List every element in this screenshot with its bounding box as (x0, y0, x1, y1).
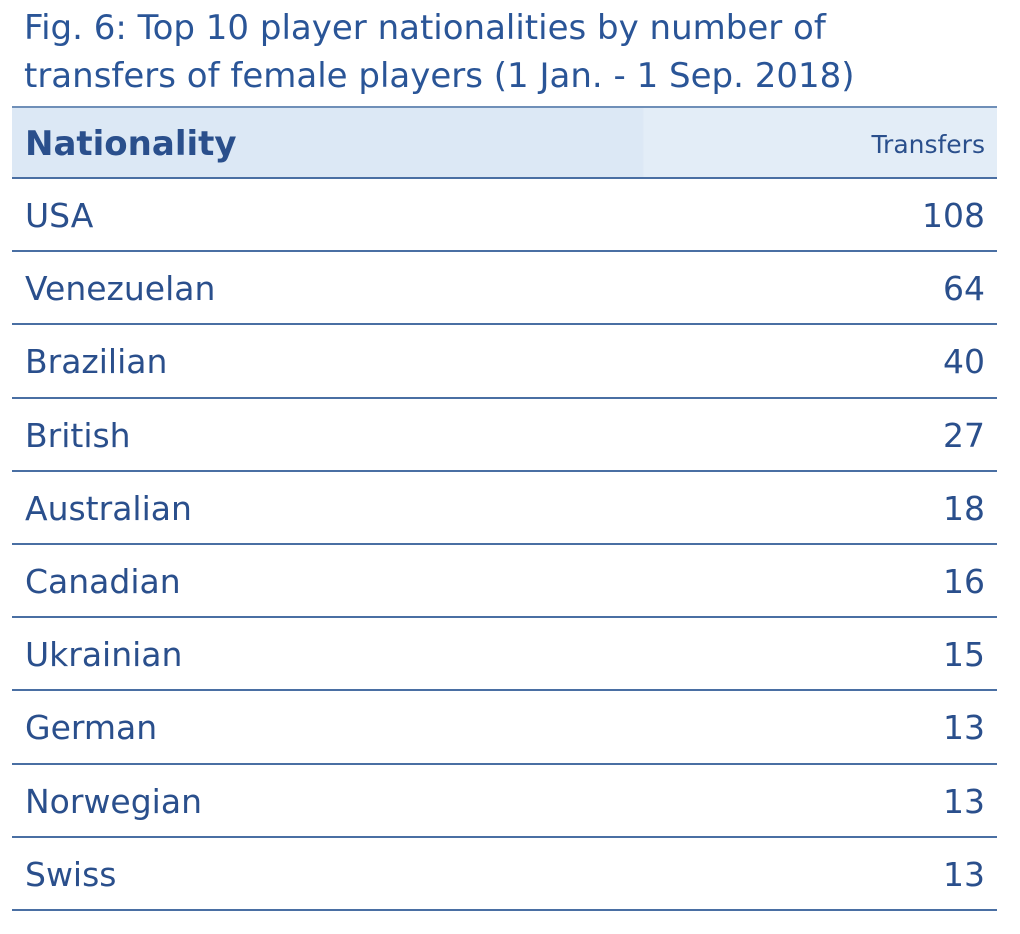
nationality-cell: Ukrainian (25, 635, 183, 675)
transfers-cell: 27 (943, 415, 985, 455)
transfers-cell: 40 (943, 342, 985, 382)
transfers-cell: 64 (943, 269, 985, 309)
table-row: Brazilian 40 (12, 325, 997, 399)
figure-title-line-2: transfers of female players (1 Jan. - 1 … (24, 56, 855, 96)
figure-title-line-1: Fig. 6: Top 10 player nationalities by n… (24, 8, 826, 48)
column-header-nationality: Nationality (25, 124, 237, 164)
nationality-cell: Venezuelan (25, 269, 216, 309)
table-body: USA 108 Venezuelan 64 Brazilian 40 British 27 Au… (12, 179, 997, 911)
table-row: British 27 (12, 399, 997, 472)
table-row: Canadian 16 (12, 545, 997, 619)
nationality-cell: German (25, 708, 158, 748)
column-header-transfers: Transfers (871, 130, 985, 159)
nationality-cell: Australian (25, 488, 192, 528)
nationality-cell: Swiss (25, 854, 117, 894)
nationality-cell: Canadian (25, 561, 181, 601)
nationality-cell: USA (25, 196, 94, 235)
table-row: German 13 (12, 691, 997, 765)
table-row: Australian 18 (12, 472, 997, 545)
nationality-cell: Norwegian (25, 781, 202, 821)
transfers-cell: 15 (943, 635, 985, 675)
transfers-cell: 13 (943, 781, 985, 821)
transfers-cell: 16 (943, 561, 985, 601)
figure-title: Fig. 6: Top 10 player nationalities by n… (24, 4, 1004, 100)
transfers-cell: 13 (943, 708, 985, 748)
table-row: USA 108 (12, 179, 997, 253)
table-row: Swiss 13 (12, 838, 997, 911)
transfers-cell: 108 (922, 196, 985, 235)
nationality-cell: Brazilian (25, 342, 168, 382)
transfers-cell: 18 (943, 488, 985, 528)
table-row: Ukrainian 15 (12, 618, 997, 692)
table-row: Venezuelan 64 (12, 252, 997, 326)
nationality-cell: British (25, 415, 131, 455)
nationality-table: Nationality Transfers USA 108 Venezuelan 64… (12, 106, 997, 911)
table-header: Nationality Transfers (12, 106, 997, 179)
transfers-cell: 13 (943, 854, 985, 894)
table-row: Norwegian 13 (12, 765, 997, 838)
